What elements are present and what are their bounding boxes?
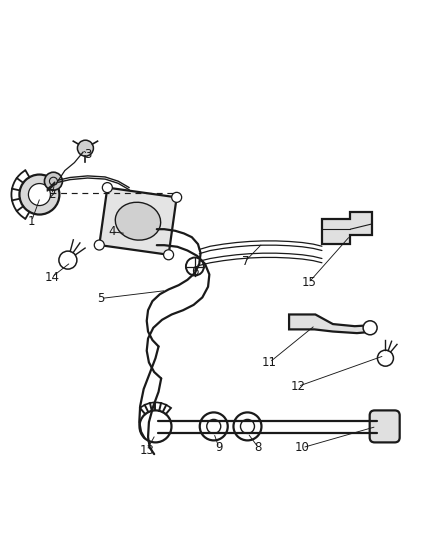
Circle shape [19, 174, 60, 215]
Text: 2: 2 [48, 188, 56, 201]
Circle shape [78, 140, 93, 156]
Circle shape [102, 183, 112, 192]
Circle shape [164, 250, 173, 260]
Text: 14: 14 [44, 271, 59, 284]
Text: 9: 9 [215, 441, 223, 454]
Ellipse shape [115, 202, 161, 240]
Text: 13: 13 [139, 444, 154, 457]
Text: 10: 10 [295, 441, 310, 454]
Circle shape [378, 350, 393, 366]
Polygon shape [289, 314, 374, 333]
Text: 15: 15 [301, 276, 316, 289]
Text: 11: 11 [262, 356, 277, 369]
Text: 5: 5 [97, 292, 104, 305]
Text: 4: 4 [108, 225, 116, 238]
Text: 7: 7 [241, 255, 249, 268]
Text: 3: 3 [84, 148, 91, 161]
Polygon shape [99, 188, 177, 255]
Circle shape [94, 240, 104, 250]
Text: 8: 8 [255, 441, 262, 454]
Circle shape [28, 183, 50, 206]
Circle shape [200, 413, 228, 440]
Circle shape [59, 251, 77, 269]
Circle shape [172, 192, 182, 203]
Text: 12: 12 [290, 380, 305, 393]
Circle shape [186, 257, 204, 276]
Circle shape [233, 413, 261, 440]
Text: 1: 1 [28, 215, 35, 228]
Polygon shape [322, 212, 372, 244]
FancyBboxPatch shape [370, 410, 400, 442]
Text: 6: 6 [191, 265, 199, 278]
Circle shape [44, 172, 63, 190]
Circle shape [363, 321, 377, 335]
